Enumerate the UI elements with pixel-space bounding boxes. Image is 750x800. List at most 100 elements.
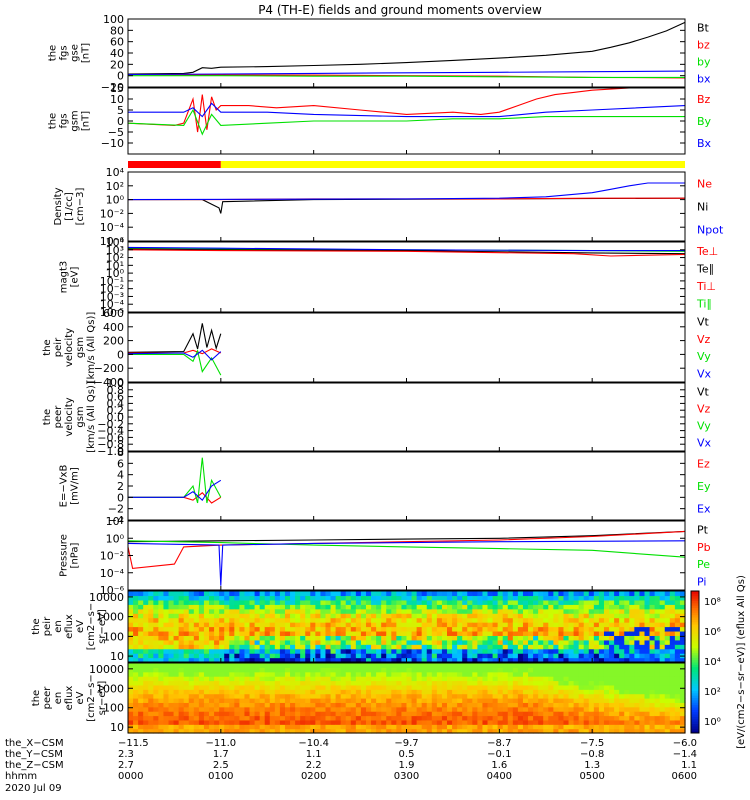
spectrogram-cell <box>431 680 438 686</box>
spectrogram-cell <box>401 630 408 636</box>
spectrogram-cell <box>462 622 468 628</box>
spectrogram-cell <box>224 622 230 628</box>
spectrogram-cell <box>335 657 342 663</box>
spectrogram-cell <box>244 613 251 619</box>
legend-label: Ne <box>697 178 712 191</box>
spectrogram-cell <box>183 604 190 610</box>
spectrogram-cell <box>482 663 489 668</box>
spectrogram-cell <box>173 671 180 677</box>
spectrogram-cell <box>193 680 200 686</box>
spectrogram-cell <box>203 604 210 610</box>
spectrogram-cell <box>279 715 286 721</box>
spectrogram-cell <box>512 604 519 610</box>
spectrogram-cell <box>264 702 271 708</box>
spectrogram-cell <box>467 630 473 636</box>
spectrogram-cell <box>664 728 671 734</box>
spectrogram-cell <box>492 595 499 601</box>
series-fgs-gsm-By <box>127 108 685 136</box>
spectrogram-cell <box>300 719 306 725</box>
spectrogram-cell <box>254 728 261 734</box>
spectrogram-cell <box>133 719 139 725</box>
spectrogram-cell <box>568 702 575 708</box>
spectrogram-cell <box>522 591 529 597</box>
spectrogram-cell <box>209 676 215 682</box>
y-tick-label: 100 <box>103 702 124 715</box>
spectrogram-cell <box>416 648 423 654</box>
spectrogram-cell <box>416 635 423 641</box>
spectrogram-cell <box>573 595 580 601</box>
spectrogram-cell <box>578 622 585 628</box>
spectrogram-cell <box>239 663 246 668</box>
spectrogram-cell <box>462 617 468 623</box>
spectrogram-cell <box>467 635 473 641</box>
spectrogram-cell <box>629 706 635 712</box>
spectrogram-cell <box>376 617 382 623</box>
x-axis-value: 0.5 <box>399 749 415 760</box>
spectrogram-cell <box>411 617 418 623</box>
spectrogram-cell <box>664 635 671 641</box>
spectrogram-cell <box>138 715 144 721</box>
spectrogram-cell <box>305 604 311 610</box>
spectrogram-cell <box>274 663 281 668</box>
spectrogram-cell <box>553 702 560 708</box>
spectrogram-cell <box>669 648 676 654</box>
spectrogram-cell <box>644 595 651 601</box>
spectrogram-cell <box>669 706 676 712</box>
spectrogram-cell <box>583 635 590 641</box>
spectrogram-cell <box>462 706 468 712</box>
spectrogram-cell <box>411 663 418 668</box>
spectrogram-cell <box>588 591 595 597</box>
spectrogram-cell <box>183 635 190 641</box>
x-axis-value: 1.6 <box>491 760 507 771</box>
spectrogram-cell <box>426 689 433 695</box>
spectrogram-cell <box>279 676 286 682</box>
spectrogram-cell <box>193 689 200 695</box>
spectrogram-cell <box>330 684 337 690</box>
spectrogram-cell <box>335 613 342 619</box>
spectrogram-cell <box>426 613 433 619</box>
spectrogram-cell <box>517 608 524 614</box>
spectrogram-cell <box>452 622 458 628</box>
spectrogram-cell <box>183 644 190 650</box>
x-axis-row-name: the_X−CSM <box>5 738 64 749</box>
spectrogram-cell <box>507 595 514 601</box>
spectrogram-cell <box>462 653 468 659</box>
spectrogram-cell <box>153 591 159 597</box>
spectrogram-cell <box>441 635 448 641</box>
spectrogram-cell <box>416 728 423 734</box>
spectrogram-cell <box>325 608 332 614</box>
spectrogram-cell <box>654 715 661 721</box>
spectrogram-cell <box>315 599 322 605</box>
spectrogram-cell <box>178 608 185 614</box>
spectrogram-cell <box>320 613 327 619</box>
spectrogram-cell <box>467 715 473 721</box>
spectrogram-cell <box>543 617 549 623</box>
spectrogram-cell <box>431 657 438 663</box>
spectrogram-cell <box>239 648 246 654</box>
spectrogram-cell <box>447 706 453 712</box>
spectrogram-cell <box>492 724 499 730</box>
spectrogram-cell <box>143 676 149 682</box>
spectrogram-cell <box>168 724 175 730</box>
spectrogram-cell <box>153 608 159 614</box>
spectrogram-cell <box>543 639 549 645</box>
spectrogram-cell <box>598 591 605 597</box>
spectrogram-cell <box>335 608 342 614</box>
y-axis-label: velocity <box>64 328 75 367</box>
spectrogram-cell <box>512 715 519 721</box>
spectrogram-cell <box>178 676 185 682</box>
spectrogram-cell <box>679 711 686 717</box>
spectrogram-cell <box>355 648 362 654</box>
spectrogram-cell <box>629 644 635 650</box>
spectrogram-cell <box>249 724 256 730</box>
spectrogram-cell <box>558 693 565 699</box>
spectrogram-cell <box>659 648 666 654</box>
spectrogram-cell <box>411 671 418 677</box>
spectrogram-cell <box>335 698 342 703</box>
spectrogram-cell <box>295 715 301 721</box>
spectrogram-cell <box>563 702 570 708</box>
y-axis-label: [1/cc] <box>64 192 75 221</box>
spectrogram-cell <box>674 706 681 712</box>
spectrogram-cell <box>553 689 560 695</box>
spectrogram-cell <box>477 684 484 690</box>
